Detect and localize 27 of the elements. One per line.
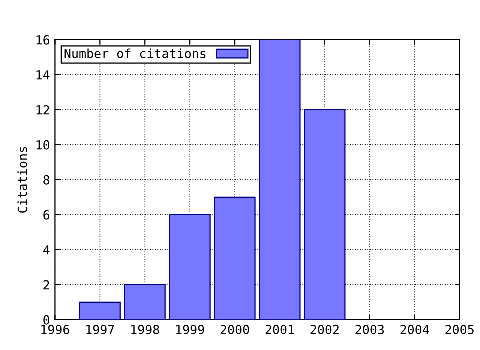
bar [79, 302, 121, 320]
bar [259, 40, 301, 320]
x-tick-label: 1999 [176, 325, 204, 335]
x-tick-label: 2005 [446, 325, 474, 335]
x-tick-label: 1996 [42, 325, 70, 335]
y-tick-label: 10 [36, 140, 50, 150]
x-tick-label: 2000 [220, 325, 250, 335]
bar [214, 196, 256, 320]
bar [169, 214, 211, 320]
y-tick-label: 8 [44, 175, 50, 185]
x-tick-label: 1998 [132, 325, 160, 335]
bar [124, 284, 166, 320]
x-tick-label: 2003 [356, 325, 384, 335]
x-tick-label: 2001 [266, 325, 294, 335]
y-tick-label: 2 [44, 280, 50, 290]
x-tick-label: 2002 [310, 325, 339, 335]
bar [304, 109, 346, 320]
y-tick-label: 6 [44, 210, 50, 220]
x-tick-label: 2004 [400, 325, 430, 335]
x-tick-label: 1997 [86, 325, 114, 335]
y-tick-label: 4 [43, 246, 50, 255]
y-tick-label: 16 [36, 35, 50, 45]
y-axis-title: Citations [18, 147, 28, 213]
y-tick-label: 12 [36, 105, 50, 115]
y-tick-label: 0 [44, 315, 50, 325]
legend-label: Number of citations [64, 48, 206, 58]
y-tick-label: 14 [36, 70, 50, 80]
